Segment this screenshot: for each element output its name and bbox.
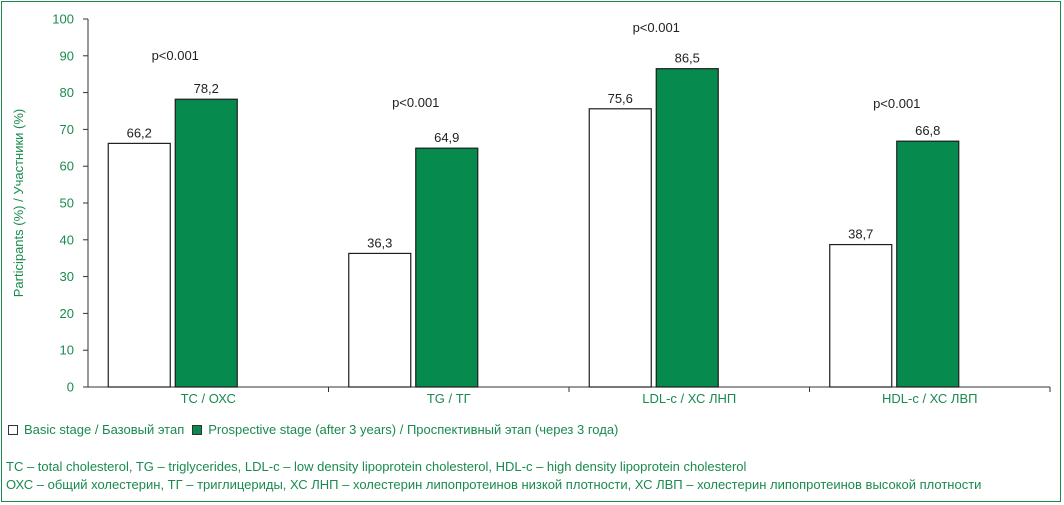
y-tick-label-60: 60 [60, 159, 74, 174]
y-tick-label-20: 20 [60, 306, 74, 321]
data-label-basic-3: 38,7 [848, 227, 873, 242]
data-label-prospective-0: 78,2 [194, 81, 219, 96]
legend-swatch-prospective [192, 424, 203, 435]
p-value-annotation-2: p<0.001 [633, 20, 680, 35]
y-tick-label-80: 80 [60, 85, 74, 100]
data-label-prospective-3: 66,8 [915, 123, 940, 138]
data-label-prospective-1: 64,9 [434, 130, 459, 145]
bar-chart: 0 10 20 30 40 50 60 70 80 90 100 Participants (%) /… [11, 12, 1051, 406]
bar-prospective-3 [896, 140, 960, 388]
y-tick-label-100: 100 [52, 12, 74, 27]
y-tick-label-50: 50 [60, 196, 74, 211]
data-label-basic-0: 66,2 [127, 125, 152, 140]
y-tick-label-0: 0 [67, 380, 74, 395]
data-label-basic-2: 75,6 [608, 91, 633, 106]
y-tick-label-90: 90 [60, 48, 74, 63]
x-tick-label-0: TC / ОХС [181, 391, 236, 406]
bar-basic-0 [107, 142, 171, 388]
legend-label-prospective: Prospective stage (after 3 years) / Прос… [208, 422, 619, 437]
y-tick-label-10: 10 [60, 343, 74, 358]
data-label-prospective-2: 86,5 [675, 51, 700, 66]
bar-prospective-1 [415, 147, 479, 388]
y-axis-title: Participants (%) / Участники (%) [11, 109, 26, 298]
p-value-annotation-0: p<0.001 [152, 48, 199, 63]
footnote-russian: ОХС – общий холестерин, ТГ – триглицерид… [6, 477, 982, 492]
chart-legend: Basic stage / Базовый этап Prospective s… [8, 422, 626, 437]
bar-prospective-0 [174, 98, 238, 388]
p-value-annotation-1: p<0.001 [392, 95, 439, 110]
bar-basic-1 [348, 252, 412, 388]
x-tick-label-1: TG / ТГ [427, 391, 471, 406]
p-value-annotation-3: p<0.001 [873, 96, 920, 111]
x-tick-label-2: LDL-c / ХС ЛНП [642, 391, 736, 406]
bar-basic-3 [829, 243, 893, 388]
footnote-english: TC – total cholesterol, TG – triglycerid… [6, 459, 747, 474]
legend-item-prospective: Prospective stage (after 3 years) / Прос… [192, 422, 618, 437]
bar-prospective-2 [655, 68, 719, 388]
legend-label-basic: Basic stage / Базовый этап [24, 422, 185, 437]
y-tick-label-30: 30 [60, 269, 74, 284]
legend-swatch-basic [8, 424, 18, 435]
legend-item-basic: Basic stage / Базовый этап [8, 422, 184, 437]
x-tick-label-3: HDL-c / ХС ЛВП [882, 391, 977, 406]
y-tick-label-70: 70 [60, 122, 74, 137]
bar-basic-2 [588, 108, 652, 388]
y-tick-label-40: 40 [60, 232, 74, 247]
data-label-basic-1: 36,3 [367, 235, 392, 250]
